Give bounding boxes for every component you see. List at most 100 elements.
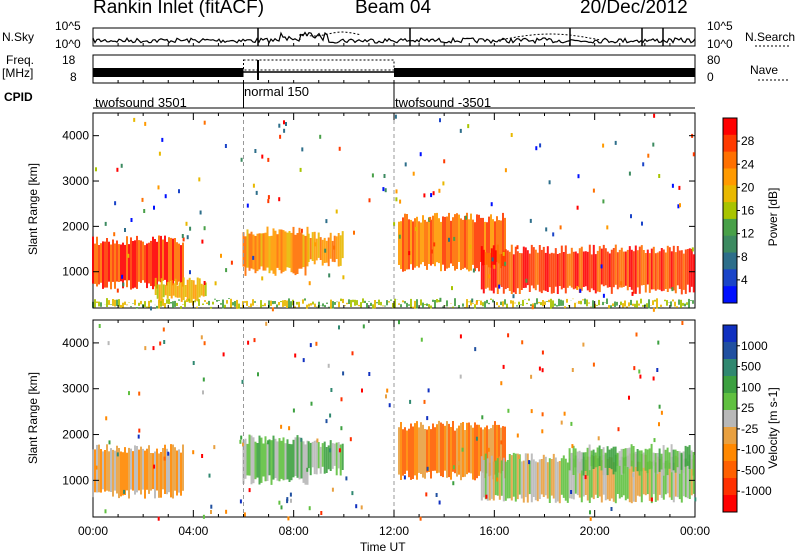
velocity-speckle — [362, 324, 365, 329]
power-speckle — [504, 168, 507, 173]
power-speckle — [531, 305, 534, 310]
nsearch-line — [299, 31, 361, 40]
velocity-speckle — [286, 497, 289, 502]
power-speckle — [475, 300, 478, 305]
beam-label: Beam 04 — [355, 0, 432, 18]
x-tick-label: 16:00 — [479, 524, 509, 538]
power-speckle — [602, 199, 605, 204]
velocity-ytick-label: 3000 — [62, 382, 89, 396]
velocity-speckle — [242, 442, 244, 447]
power-ytick-label: 4000 — [62, 129, 89, 143]
velocity-speckle — [342, 371, 345, 376]
power-speckle — [679, 203, 681, 208]
power-speckle — [465, 215, 467, 220]
power-speckle — [178, 189, 180, 194]
power-speckle — [164, 194, 167, 199]
nave-label: Nave — [750, 63, 779, 77]
power-speckle — [324, 248, 327, 253]
power-speckle — [255, 190, 258, 195]
velocity-speckle — [153, 464, 156, 469]
power-speckle — [471, 298, 474, 303]
nsearch-tick-low: 10^0 — [707, 37, 733, 51]
velocity-speckle — [288, 426, 291, 431]
power-speckle — [371, 173, 374, 178]
power-speckle — [240, 157, 243, 162]
velocity-speckle — [239, 499, 242, 504]
velocity-speckle — [507, 408, 510, 413]
power-speckle — [576, 205, 579, 210]
velocity-speckle — [475, 436, 478, 441]
velocity-speckle — [144, 346, 147, 351]
power-colorbar-swatch — [723, 134, 737, 153]
x-tick-label: 00:00 — [78, 524, 108, 538]
velocity-speckle — [360, 505, 363, 510]
power-speckle — [652, 142, 655, 147]
power-speckle — [692, 152, 695, 157]
power-speckle — [122, 282, 125, 287]
power-speckle — [182, 237, 185, 242]
nsearch-line-2 — [499, 33, 601, 42]
velocity-speckle — [628, 395, 630, 400]
cpid-segment-2: normal 150 — [244, 84, 310, 99]
power-colorbar-swatch — [723, 218, 737, 237]
power-colorbar-tick-label: 16 — [741, 204, 755, 218]
power-speckle — [279, 134, 282, 139]
velocity-speckle — [213, 445, 216, 450]
velocity-speckle — [530, 409, 533, 414]
velocity-speckle — [419, 516, 422, 521]
power-speckle — [252, 183, 255, 188]
power-speckle — [393, 222, 396, 227]
velocity-colorbar-swatch — [723, 444, 737, 462]
velocity-speckle — [329, 413, 332, 418]
velocity-speckle — [589, 510, 591, 515]
power-speckle — [576, 286, 579, 290]
power-speckle — [116, 288, 119, 293]
power-colorbar-swatch — [723, 118, 737, 136]
velocity-speckle — [474, 347, 477, 352]
power-speckle — [141, 197, 144, 202]
power-speckle — [198, 177, 201, 182]
velocity-speckle — [123, 489, 126, 494]
power-speckle — [328, 273, 331, 278]
power-speckle — [488, 274, 491, 279]
power-speckle — [442, 181, 445, 186]
velocity-speckle — [280, 505, 283, 510]
x-axis-label: Time UT — [360, 540, 406, 554]
velocity-speckle — [287, 516, 290, 521]
power-speckle — [429, 216, 432, 221]
velocity-colorbar-swatch — [723, 495, 737, 513]
velocity-speckle — [420, 337, 423, 342]
velocity-colorbar-tick-label: 500 — [741, 360, 761, 374]
power-ytick-label: 2000 — [62, 219, 89, 233]
nave-tick-low: 0 — [707, 70, 714, 84]
velocity-speckle — [427, 388, 430, 393]
velocity-colorbar-tick-label: -500 — [741, 463, 765, 477]
velocity-speckle — [426, 416, 429, 421]
power-speckle — [399, 199, 402, 204]
velocity-speckle — [500, 440, 503, 445]
power-speckle — [199, 210, 202, 215]
power-speckle — [653, 113, 656, 118]
velocity-speckle — [521, 340, 524, 345]
velocity-speckle — [325, 419, 328, 424]
velocity-speckle — [240, 435, 243, 440]
power-speckle — [419, 152, 422, 157]
velocity-speckle — [385, 394, 387, 399]
power-speckle — [600, 264, 603, 269]
power-speckle — [691, 247, 694, 252]
velocity-speckle — [485, 494, 488, 499]
power-speckle — [433, 242, 436, 247]
velocity-speckle — [563, 411, 566, 416]
velocity-speckle — [294, 353, 297, 358]
power-speckle — [432, 191, 435, 196]
power-colorbar-swatch — [723, 286, 737, 304]
power-speckle — [631, 291, 634, 296]
power-speckle — [299, 167, 302, 172]
power-speckle — [278, 123, 281, 128]
power-speckle — [439, 297, 442, 302]
power-colorbar-swatch — [723, 252, 737, 270]
power-speckle — [671, 287, 674, 292]
power-speckle — [133, 117, 136, 122]
power-speckle — [181, 234, 184, 238]
